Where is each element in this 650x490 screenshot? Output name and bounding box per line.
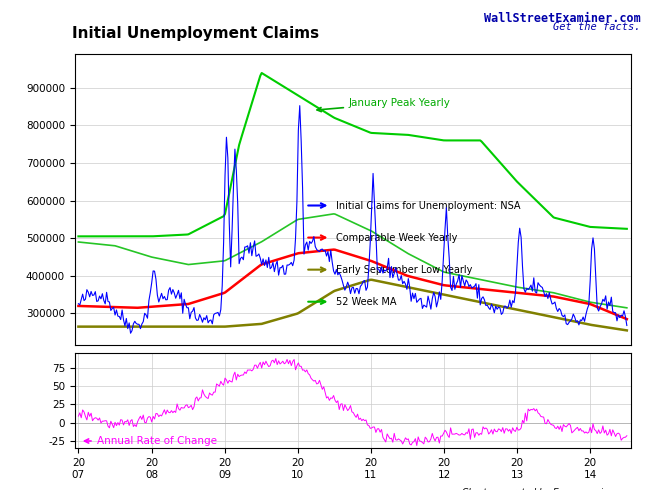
Text: Annual Rate of Change: Annual Rate of Change <box>84 436 216 446</box>
Text: Chart generated by Economagic.com: Chart generated by Economagic.com <box>462 489 630 490</box>
Text: Initial Unemployment Claims: Initial Unemployment Claims <box>72 26 319 41</box>
Text: Initial Claims for Unemployment: NSA: Initial Claims for Unemployment: NSA <box>336 200 521 211</box>
Text: Early September Low Yearly: Early September Low Yearly <box>336 265 473 275</box>
Text: 52 Week MA: 52 Week MA <box>336 297 396 307</box>
Text: Comparable Week Yearly: Comparable Week Yearly <box>336 233 458 243</box>
Text: Get the facts.: Get the facts. <box>552 22 640 32</box>
Text: January Peak Yearly: January Peak Yearly <box>317 98 451 112</box>
Text: WallStreetExaminer.com: WallStreetExaminer.com <box>484 12 640 25</box>
